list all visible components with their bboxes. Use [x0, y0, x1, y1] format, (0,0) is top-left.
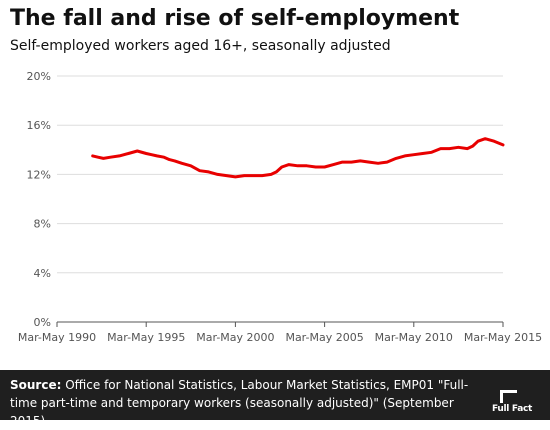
y-tick-label: 16% — [27, 119, 51, 132]
x-tick-label: Mar-May 2015 — [464, 331, 542, 344]
full-fact-logo: Full Fact — [492, 390, 542, 414]
chart-subtitle: Self-employed workers aged 16+, seasonal… — [10, 38, 391, 54]
x-tick-label: Mar-May 2005 — [285, 331, 363, 344]
logo-mark-icon — [500, 390, 517, 403]
x-tick-label: Mar-May 1990 — [18, 331, 96, 344]
source-label: Source: — [10, 378, 62, 392]
x-tick-label: Mar-May 2000 — [196, 331, 274, 344]
x-tick-label: Mar-May 1995 — [107, 331, 185, 344]
logo-text: Full Fact — [492, 404, 533, 414]
x-tick-label: Mar-May 2010 — [375, 331, 453, 344]
source-note: Source: Office for National Statistics, … — [10, 376, 480, 430]
y-tick-label: 4% — [34, 267, 51, 280]
chart-title: The fall and rise of self-employment — [10, 6, 460, 31]
self-employment-line-chart: 0% 4% 8% 12% 16% 20% Mar-May 1990 Mar-May 1995 M… — [18, 70, 542, 344]
self-employment-series-line — [91, 137, 505, 179]
source-footer: Source: Office for National Statistics, … — [0, 370, 550, 428]
y-tick-label: 0% — [34, 316, 51, 329]
y-tick-label: 8% — [34, 218, 51, 231]
source-text: Office for National Statistics, Labour M… — [10, 378, 469, 428]
y-tick-label: 12% — [27, 168, 51, 181]
y-tick-label: 20% — [27, 70, 51, 83]
